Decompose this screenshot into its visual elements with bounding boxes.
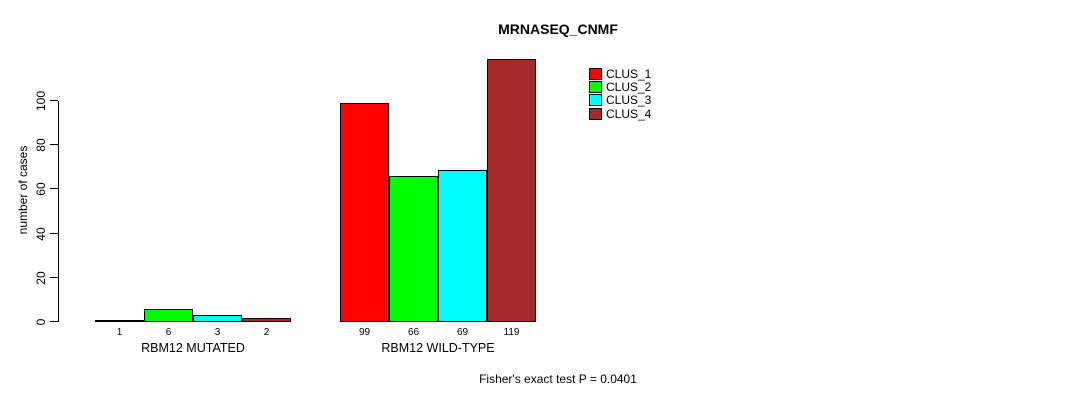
bar-CLUS_3 [438,170,487,322]
y-axis-tick [50,321,58,322]
legend-label: CLUS_2 [606,79,652,94]
y-axis-tick [50,188,58,189]
bar-CLUS_2 [389,176,438,322]
bar-value-label: 6 [165,327,172,338]
x-group-label: RBM12 MUTATED [141,341,245,355]
y-axis-tick [50,144,58,145]
fisher-test-note: Fisher's exact test P = 0.0401 [479,372,637,386]
x-group-label: RBM12 WILD-TYPE [381,341,495,355]
legend-swatch-CLUS_1 [589,67,602,80]
bar-value-label: 69 [456,327,469,338]
bar-CLUS_1 [340,103,389,322]
bar-CLUS_4 [487,59,536,322]
y-axis-tick-label: 100 [34,90,48,112]
chart-title: MRNASEQ_CNMF [498,21,618,37]
y-axis-tick-label: 60 [34,182,48,196]
y-axis-tick [50,277,58,278]
y-axis-line [58,101,59,322]
bar-value-label: 119 [503,327,520,338]
legend-label: CLUS_4 [606,106,652,121]
y-axis-label: number of cases [16,145,30,235]
legend-swatch-CLUS_3 [589,93,602,106]
bar-value-label: 2 [263,327,270,338]
bar-CLUS_4 [242,318,291,322]
legend-item: CLUS_4 [589,107,651,120]
bar-value-label: 3 [214,327,221,338]
legend-label: CLUS_1 [606,66,652,81]
bar-CLUS_3 [193,315,242,322]
y-axis-tick-label: 20 [34,271,48,285]
legend-label: CLUS_3 [606,92,652,107]
legend-swatch-CLUS_2 [589,80,602,93]
y-axis-tick [50,233,58,234]
legend-item: CLUS_2 [589,80,651,93]
bar-value-label: 99 [358,327,371,338]
legend-item: CLUS_3 [589,93,651,106]
bar-value-label: 1 [116,327,123,338]
bar-CLUS_1 [95,320,144,322]
y-axis-tick-label: 0 [34,318,48,326]
legend-item: CLUS_1 [589,67,651,80]
y-axis-tick-label: 80 [34,138,48,152]
legend-swatch-CLUS_4 [589,107,602,120]
bar-value-label: 66 [407,327,420,338]
y-axis-tick [50,100,58,101]
y-axis-tick-label: 40 [34,227,48,241]
bar-CLUS_2 [144,309,193,322]
